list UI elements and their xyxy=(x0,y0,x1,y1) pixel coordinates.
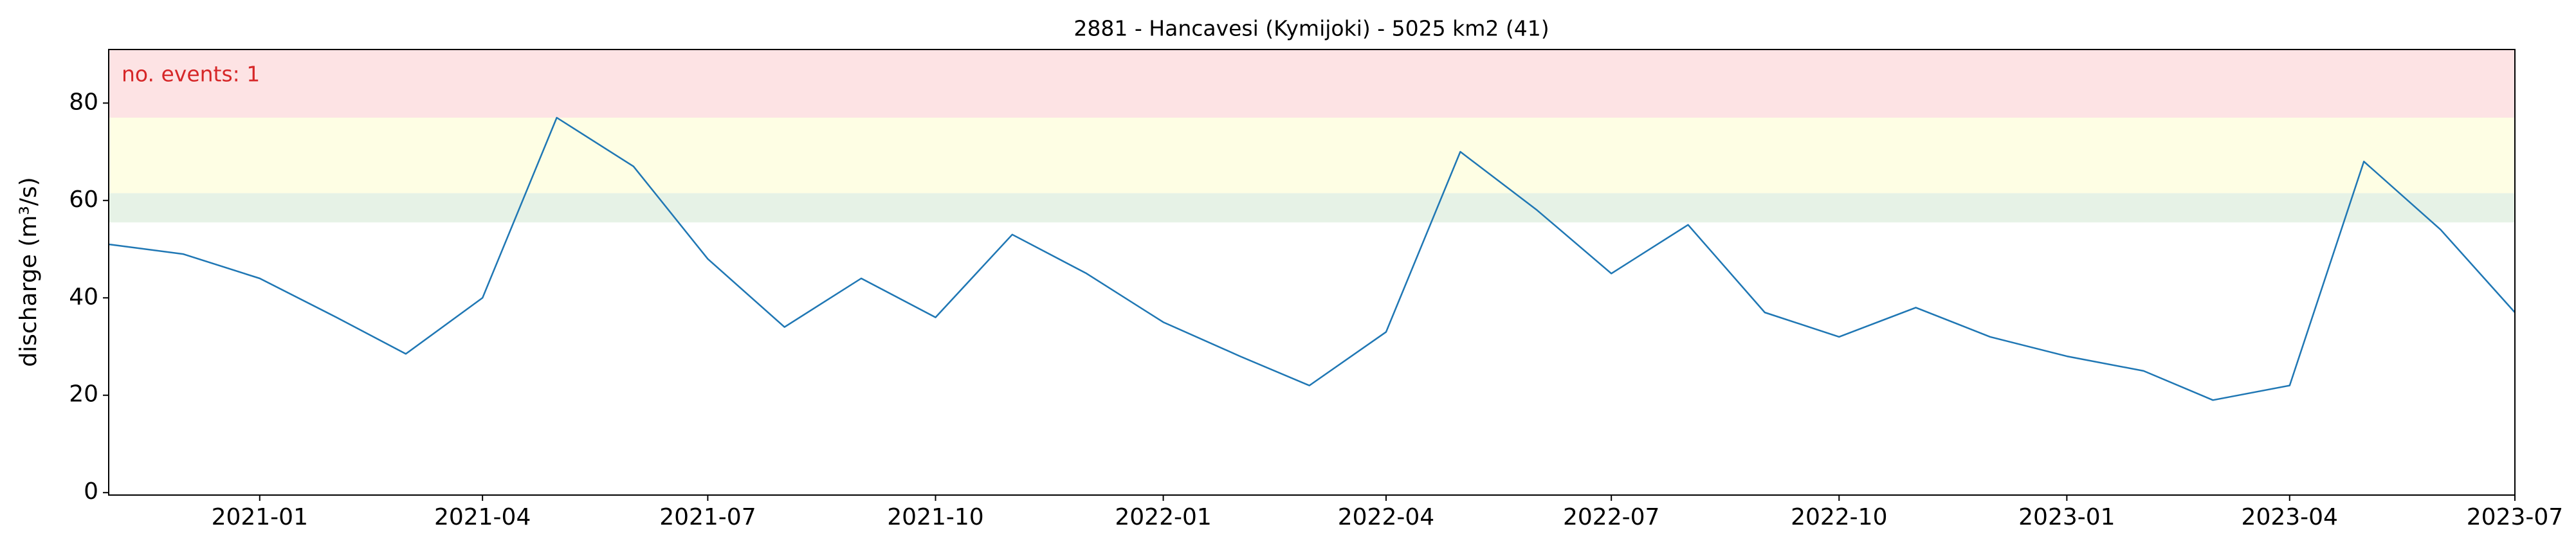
y-tick-label: 0 xyxy=(84,478,98,505)
threshold-band xyxy=(109,118,2515,194)
x-tick-label: 2022-10 xyxy=(1791,504,1887,530)
annotation: no. events: 1 xyxy=(122,62,260,87)
x-tick-label: 2023-01 xyxy=(2018,504,2115,530)
y-tick-label: 40 xyxy=(69,284,98,310)
x-tick-label: 2023-04 xyxy=(2242,504,2338,530)
y-tick-label: 80 xyxy=(69,89,98,115)
chart-title: 2881 - Hancavesi (Kymijoki) - 5025 km2 (… xyxy=(1073,16,1549,41)
data-line xyxy=(108,116,2516,401)
threshold-band xyxy=(109,50,2515,118)
x-tick-label: 2022-07 xyxy=(1563,504,1659,530)
y-tick-label: 60 xyxy=(69,186,98,213)
x-tick-label: 2021-10 xyxy=(887,504,983,530)
x-tick-label: 2023-07 xyxy=(2467,504,2563,530)
x-tick-label: 2022-04 xyxy=(1338,504,1434,530)
y-tick-label: 20 xyxy=(69,381,98,408)
x-tick-label: 2021-01 xyxy=(212,504,308,530)
x-tick-label: 2021-07 xyxy=(659,504,756,530)
x-tick-label: 2022-01 xyxy=(1115,504,1211,530)
x-tick-label: 2021-04 xyxy=(434,504,531,530)
plot-frame xyxy=(108,49,2516,496)
y-axis-label: discharge (m³/s) xyxy=(15,177,42,366)
threshold-band xyxy=(109,193,2515,222)
